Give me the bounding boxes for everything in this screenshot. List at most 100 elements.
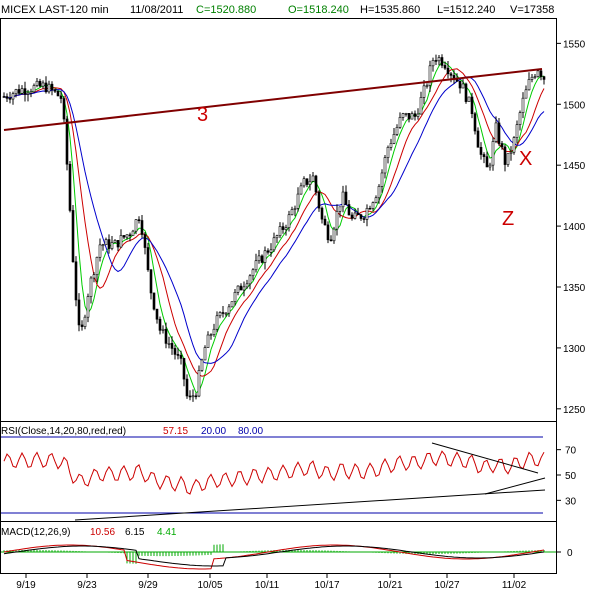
candle-body <box>542 76 546 80</box>
candle-body <box>278 226 282 237</box>
candle-body <box>113 240 117 243</box>
candle-body <box>65 118 69 165</box>
candle-body <box>209 334 213 336</box>
candle-body <box>530 76 534 80</box>
candle-body <box>380 172 384 187</box>
candle-body <box>146 247 150 271</box>
candle-body <box>482 154 486 157</box>
annotation-3: 3 <box>197 104 208 126</box>
candle-body <box>179 355 183 359</box>
rsi-axis: 30 50 70 <box>556 446 577 507</box>
ma-mid-line <box>3 68 545 377</box>
candle-body <box>11 93 15 100</box>
candle-body <box>80 324 84 327</box>
candle-body <box>59 95 63 99</box>
candle-body <box>422 85 426 98</box>
x-tick-label: 10/21 <box>377 580 402 591</box>
candle-body <box>230 301 234 308</box>
candle-body <box>290 209 294 216</box>
candle-body <box>401 113 405 118</box>
candle-body <box>311 175 315 182</box>
macd-histogram-value: 4.41 <box>157 527 177 538</box>
candle-body <box>443 65 447 69</box>
candle-body <box>320 207 324 220</box>
candle-body <box>149 269 153 294</box>
candle-body <box>524 89 528 99</box>
candle-body <box>197 370 201 397</box>
candle-body <box>176 354 180 356</box>
header-close: C=1520.880 <box>196 4 256 16</box>
candle-body <box>536 70 540 77</box>
candle-body <box>386 147 390 158</box>
candle-body <box>305 178 309 185</box>
candle-body <box>26 92 30 95</box>
candle-body <box>245 283 249 288</box>
rsi-line <box>3 450 545 495</box>
candle-body <box>125 234 129 238</box>
candle-body <box>479 147 483 155</box>
candle-body <box>122 235 126 238</box>
price-tick-label: 1500 <box>563 100 586 111</box>
x-tick-label: 9/23 <box>77 580 97 591</box>
macd-signal-line <box>3 545 545 567</box>
candle-body <box>98 244 102 258</box>
rsi-tick-label: 50 <box>565 471 577 482</box>
candle-body <box>173 348 177 355</box>
candle-body <box>269 249 273 253</box>
candle-body <box>362 218 366 220</box>
candle-body <box>86 296 90 318</box>
moving-averages <box>3 61 545 394</box>
candle-body <box>194 395 198 398</box>
candle-body <box>350 214 354 219</box>
candle-body <box>296 193 300 209</box>
candle-body <box>539 70 543 77</box>
candle-body <box>356 212 360 216</box>
candle-body <box>188 395 192 398</box>
candle-body <box>275 235 279 239</box>
candle-body <box>143 234 147 248</box>
candle-body <box>341 191 345 208</box>
candle-body <box>203 347 207 361</box>
candle-body <box>224 312 228 315</box>
candle-body <box>41 82 45 87</box>
candle-body <box>20 88 24 94</box>
candle-body <box>344 191 348 205</box>
candle-body <box>338 206 342 212</box>
candle-body <box>227 306 231 314</box>
candle-body <box>107 239 111 249</box>
candle-body <box>371 202 375 209</box>
x-tick-label: 10/11 <box>255 580 280 591</box>
candle-body <box>32 85 36 93</box>
candle-body <box>494 122 498 142</box>
candle-body <box>44 82 48 93</box>
candle-body <box>392 134 396 144</box>
candle-body <box>257 255 261 262</box>
candle-body <box>509 151 513 154</box>
candle-body <box>353 212 357 219</box>
candle-body <box>398 117 402 128</box>
x-tick-label: 9/19 <box>16 580 36 591</box>
candle-body <box>17 89 21 94</box>
candle-body <box>35 80 39 86</box>
candle-body <box>503 146 507 165</box>
macd-line <box>3 544 545 570</box>
candle-body <box>158 318 162 331</box>
candle-body <box>407 113 411 120</box>
candle-body <box>317 191 321 209</box>
candle-body <box>389 143 393 148</box>
candle-body <box>527 79 531 91</box>
candle-body <box>71 210 75 263</box>
candle-body <box>410 113 414 120</box>
candle-body <box>239 285 243 291</box>
candle-body <box>236 285 240 293</box>
price-tick-label: 1550 <box>563 39 586 50</box>
candle-body <box>377 186 381 199</box>
rsi-lower-level: 20.00 <box>201 426 226 437</box>
candle-body <box>206 334 210 348</box>
candle-body <box>104 239 108 246</box>
candle-body <box>242 286 246 291</box>
candle-body <box>518 112 522 125</box>
annotation-z: Z <box>502 208 514 230</box>
candle-body <box>464 83 468 102</box>
price-axis: 1250 1300 1350 1400 1450 1500 1550 <box>556 39 586 416</box>
